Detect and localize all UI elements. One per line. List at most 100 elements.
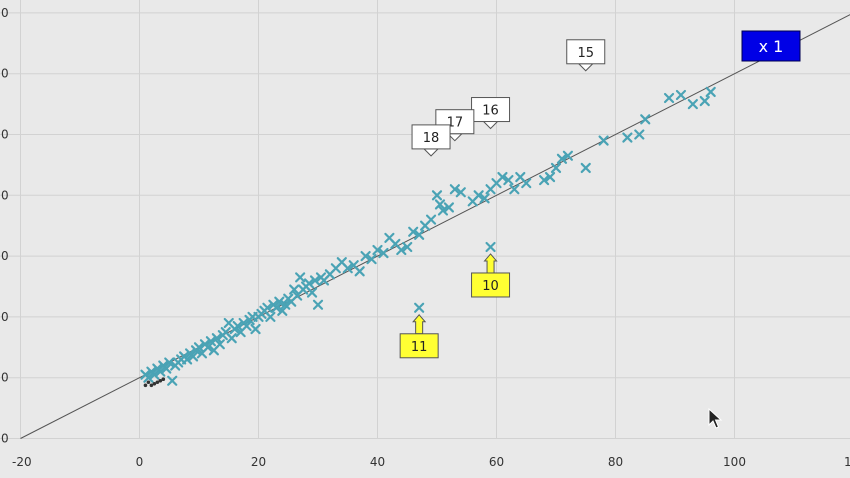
x-tick-label: 60 (489, 455, 504, 469)
data-point (289, 284, 300, 295)
data-point (455, 187, 466, 198)
dark-data-point (152, 381, 157, 386)
callout-box[interactable] (566, 39, 606, 65)
data-point (241, 320, 252, 332)
callout-box[interactable] (471, 272, 511, 298)
data-point (202, 342, 214, 353)
y-tick-label: 0 (1, 128, 9, 142)
data-point (556, 153, 568, 164)
callout-15[interactable]: 15 (566, 39, 606, 72)
data-point (434, 199, 446, 210)
data-point (265, 311, 276, 322)
callout-arrow (412, 314, 427, 335)
dark-data-point (143, 383, 148, 388)
data-point (396, 244, 407, 256)
callout-label: 11 (411, 340, 428, 355)
y-tick-label: 0 (1, 67, 9, 81)
callout-label: 10 (482, 279, 499, 294)
zoom-label[interactable]: x 1 (759, 37, 784, 56)
data-point (295, 272, 306, 283)
x-tick-label: 0 (136, 455, 144, 469)
zoom-badge-bg[interactable] (741, 30, 801, 62)
data-point (182, 354, 193, 365)
zoom-badge[interactable]: x 1 (741, 30, 801, 62)
data-point (354, 266, 365, 277)
callout-16[interactable]: 16 (471, 97, 511, 130)
callout-10[interactable]: 10 (471, 253, 511, 298)
data-point (509, 184, 520, 195)
data-point (402, 241, 413, 253)
data-point (274, 296, 285, 307)
callout-box[interactable] (399, 333, 439, 359)
x-tick-label: 40 (370, 455, 385, 469)
y-tick-label: 0 (1, 371, 9, 385)
data-point (449, 184, 460, 195)
data-point (443, 202, 454, 213)
data-point (705, 86, 716, 98)
data-point (479, 193, 490, 204)
data-point (425, 214, 437, 225)
data-point (580, 162, 591, 174)
data-point (161, 363, 172, 374)
data-point (414, 302, 425, 313)
data-point (378, 247, 389, 259)
callout-17[interactable]: 17 (435, 109, 475, 142)
callout-box[interactable] (471, 97, 511, 123)
callout-arrow (482, 121, 499, 130)
callout-arrow (577, 63, 594, 72)
grid (0, 0, 850, 439)
data-point (687, 98, 698, 110)
data-point (699, 95, 710, 107)
data-point (372, 244, 383, 256)
data-point (473, 190, 484, 201)
data-point (226, 333, 237, 344)
y-tick-label: 0 (1, 249, 9, 263)
callout-arrow (422, 148, 440, 157)
data-point (497, 171, 508, 183)
data-point (250, 323, 261, 335)
data-point (366, 254, 377, 265)
data-point (622, 132, 633, 143)
data-point (598, 135, 609, 146)
callout-11[interactable]: 11 (399, 314, 439, 359)
x-tick-label: 20 (251, 455, 266, 469)
data-point (414, 229, 425, 240)
data-point (167, 375, 178, 386)
data-point (562, 150, 574, 161)
callout-arrow (483, 253, 498, 274)
data-point (521, 178, 532, 189)
data-point (271, 302, 282, 313)
data-point (342, 263, 353, 274)
callouts: 10 11 15 16 17 18 (399, 39, 606, 359)
data-point (640, 114, 651, 125)
callout-label: 17 (447, 116, 464, 131)
x-tick-label: -20 (12, 455, 32, 469)
data-point (437, 205, 449, 216)
data-point (262, 302, 273, 313)
data-point (431, 190, 443, 201)
data-point (193, 342, 205, 353)
data-point (232, 320, 243, 332)
dark-data-point (149, 383, 154, 388)
y-tick-label: 0 (1, 188, 9, 202)
y-tick-label: 0 (1, 310, 9, 324)
data-point (280, 299, 291, 310)
callout-18[interactable]: 18 (411, 124, 451, 157)
callout-label: 16 (482, 104, 499, 119)
y-tick-label: 0 (1, 6, 9, 20)
data-point (187, 351, 199, 362)
data-point (155, 366, 166, 377)
dark-data-point (161, 377, 166, 382)
data-point (312, 299, 324, 310)
data-point (143, 372, 154, 383)
callout-box[interactable] (411, 124, 451, 150)
data-point (211, 333, 222, 344)
x-tick-label: 80 (608, 455, 623, 469)
data-point (485, 241, 496, 253)
data-point (205, 336, 216, 347)
dark-data-point (155, 380, 160, 385)
data-point (277, 305, 288, 316)
data-point (663, 92, 675, 104)
